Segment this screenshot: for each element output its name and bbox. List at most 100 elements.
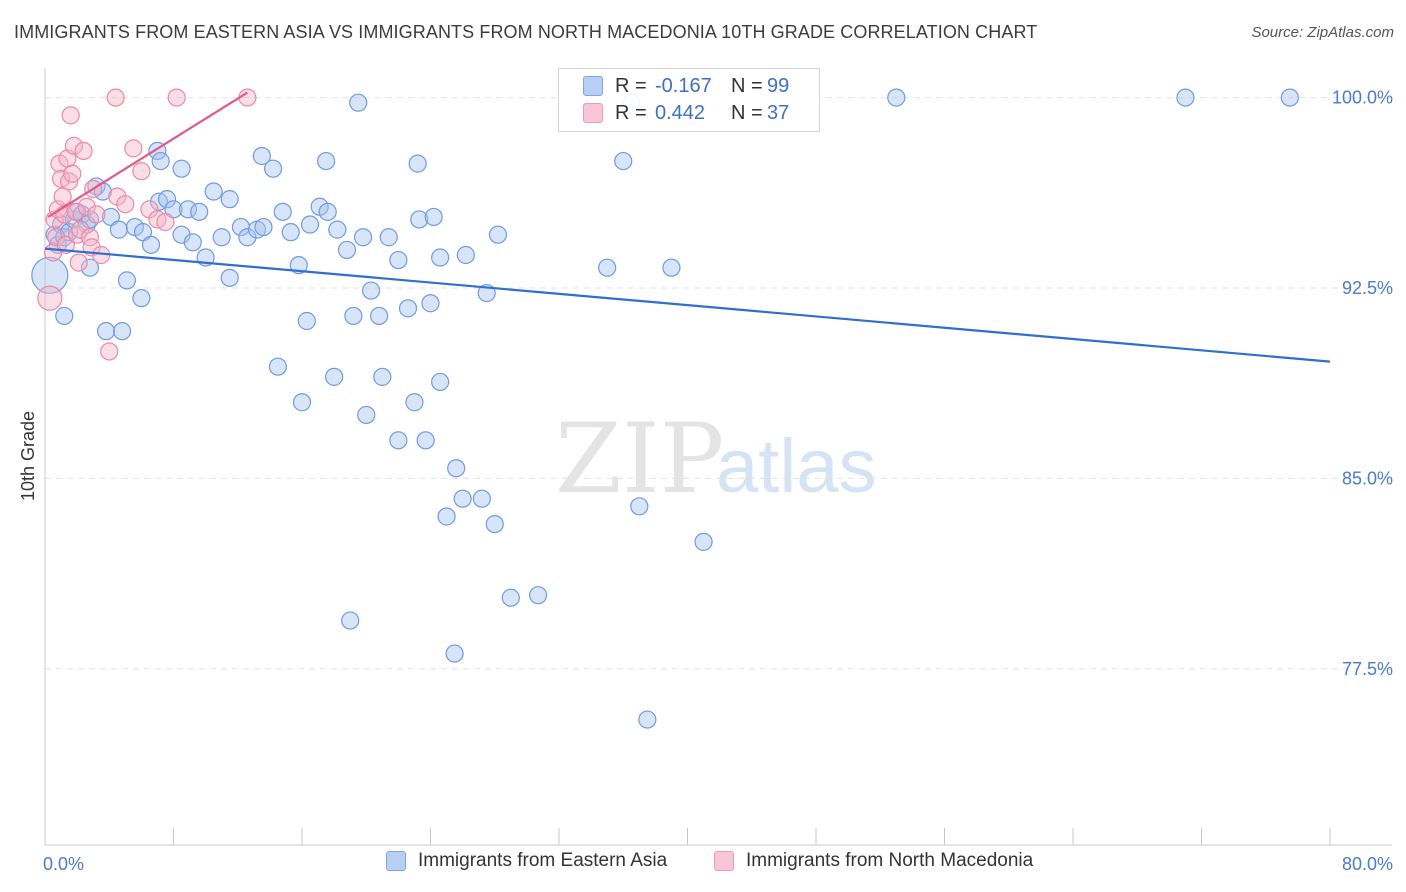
data-point-north-macedonia — [61, 106, 80, 125]
data-point-eastern-asia — [630, 497, 649, 516]
data-point-eastern-asia — [268, 357, 288, 376]
data-point-eastern-asia — [190, 202, 209, 221]
data-point-eastern-asia — [416, 431, 435, 450]
data-point-eastern-asia — [353, 228, 373, 247]
data-point-north-macedonia — [87, 205, 106, 224]
series-north-macedonia-points — [37, 88, 257, 361]
data-point-north-macedonia — [77, 197, 96, 216]
legend-swatch-blue — [386, 851, 406, 871]
legend-row-eastern-asia: R = -0.167 N = 99 — [583, 73, 789, 99]
data-point-eastern-asia — [281, 223, 300, 242]
data-point-eastern-asia — [132, 289, 151, 308]
watermark-zip: ZIP — [555, 403, 724, 515]
data-point-north-macedonia — [156, 212, 175, 232]
data-point-north-macedonia — [106, 88, 125, 107]
data-point-eastern-asia — [349, 93, 368, 112]
data-point-eastern-asia — [328, 220, 347, 239]
data-point-eastern-asia — [485, 514, 504, 534]
trend-lines — [44, 91, 1331, 363]
data-point-eastern-asia — [96, 322, 116, 341]
data-point-eastern-asia — [373, 367, 392, 386]
legend-n-value: 99 — [767, 74, 790, 97]
series-legend: Immigrants from Eastern Asia Immigrants … — [0, 850, 1406, 880]
data-point-eastern-asia — [337, 240, 357, 260]
data-point-north-macedonia — [69, 253, 88, 272]
data-point-north-macedonia — [100, 342, 119, 361]
legend-n-label: N = — [731, 74, 763, 97]
x-tick-marks — [44, 828, 1331, 845]
data-point-north-macedonia — [66, 202, 85, 221]
data-point-eastern-asia — [529, 586, 548, 605]
data-point-eastern-asia — [456, 245, 475, 265]
legend-label-north-macedonia: Immigrants from North Macedonia — [746, 850, 1034, 871]
data-point-eastern-asia — [220, 268, 239, 287]
y-tick-label: 100.0% — [1332, 88, 1393, 108]
trend-line-north-macedonia — [47, 91, 248, 218]
series-eastern-asia-points — [31, 88, 1299, 729]
data-point-eastern-asia — [501, 588, 520, 607]
watermark-atlas: atlas — [716, 424, 877, 509]
data-point-eastern-asia — [263, 159, 283, 178]
data-point-eastern-asia — [694, 532, 713, 551]
data-point-north-macedonia — [238, 88, 257, 107]
legend-swatch-pink — [714, 851, 734, 871]
data-point-eastern-asia — [662, 258, 681, 277]
data-point-eastern-asia — [437, 507, 456, 526]
data-point-north-macedonia — [167, 88, 186, 107]
watermark: ZIP atlas — [555, 403, 877, 515]
legend-label-eastern-asia: Immigrants from Eastern Asia — [418, 850, 668, 871]
data-point-eastern-asia — [151, 151, 170, 171]
data-point-eastern-asia — [614, 151, 633, 171]
legend-item-eastern-asia: Immigrants from Eastern Asia — [386, 850, 667, 872]
data-point-north-macedonia — [74, 141, 93, 161]
data-point-eastern-asia — [361, 281, 381, 300]
data-point-eastern-asia — [379, 228, 398, 247]
legend-item-north-macedonia: Immigrants from North Macedonia — [714, 850, 1033, 872]
chart-title: IMMIGRANTS FROM EASTERN ASIA VS IMMIGRAN… — [14, 22, 1038, 42]
data-point-eastern-asia — [220, 190, 239, 209]
data-point-eastern-asia — [289, 256, 308, 275]
data-point-eastern-asia — [408, 154, 427, 173]
correlation-legend: R = -0.167 N = 99 R = 0.442 N = 37 — [558, 68, 820, 132]
data-point-eastern-asia — [318, 202, 337, 221]
legend-n-value: 37 — [767, 101, 790, 124]
data-point-eastern-asia — [431, 248, 450, 267]
trend-line-eastern-asia — [44, 247, 1331, 363]
data-point-eastern-asia — [1176, 88, 1195, 107]
legend-r-label: R = — [615, 74, 647, 97]
data-point-eastern-asia — [421, 294, 440, 313]
data-point-eastern-asia — [212, 228, 231, 247]
legend-r-label: R = — [615, 101, 647, 124]
data-point-eastern-asia — [183, 233, 202, 252]
data-point-north-macedonia — [71, 220, 90, 239]
legend-swatch-pink — [583, 103, 603, 123]
data-point-eastern-asia — [292, 393, 312, 412]
data-point-eastern-asia — [117, 271, 137, 290]
grid-lines — [45, 97, 1392, 670]
data-point-eastern-asia — [431, 372, 450, 392]
data-point-eastern-asia — [204, 182, 223, 201]
data-point-eastern-asia — [887, 88, 906, 107]
x-tick-label: 0.0% — [43, 854, 84, 874]
data-point-eastern-asia — [157, 190, 177, 209]
axes — [44, 68, 1392, 846]
data-point-eastern-asia — [141, 235, 161, 254]
y-tick-label: 77.5% — [1342, 659, 1393, 679]
data-point-north-macedonia — [116, 195, 135, 214]
data-point-north-macedonia — [64, 136, 84, 155]
x-tick-label: 80.0% — [1342, 854, 1393, 874]
data-point-eastern-asia — [445, 644, 464, 663]
data-point-eastern-asia — [1280, 88, 1299, 107]
y-tick-label: 85.0% — [1342, 468, 1393, 488]
data-point-north-macedonia — [53, 187, 72, 206]
data-point-eastern-asia — [341, 611, 360, 630]
data-point-eastern-asia — [254, 217, 273, 237]
legend-n-label: N = — [731, 101, 763, 124]
x-tick-labels: 0.0% 80.0% — [43, 854, 1393, 874]
data-point-eastern-asia — [447, 459, 466, 478]
data-point-north-macedonia — [124, 139, 143, 158]
legend-swatch-blue — [583, 76, 603, 96]
data-point-eastern-asia — [638, 710, 657, 729]
data-point-north-macedonia — [132, 162, 151, 181]
data-point-eastern-asia — [252, 146, 271, 166]
